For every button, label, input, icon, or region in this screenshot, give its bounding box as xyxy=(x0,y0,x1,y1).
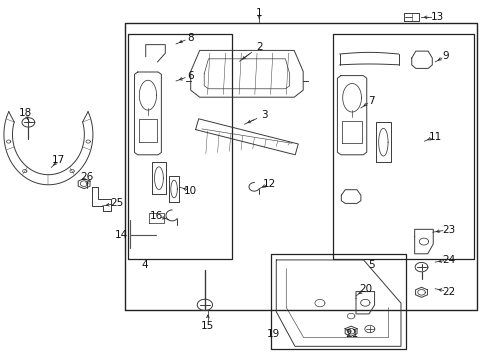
Text: 12: 12 xyxy=(263,179,276,189)
Text: 4: 4 xyxy=(141,260,147,270)
Text: 6: 6 xyxy=(187,71,194,81)
Text: 26: 26 xyxy=(80,172,94,182)
Text: 16: 16 xyxy=(149,211,163,221)
Text: 3: 3 xyxy=(260,110,267,120)
Text: 15: 15 xyxy=(201,321,214,331)
Text: 7: 7 xyxy=(367,96,374,106)
Text: 18: 18 xyxy=(19,108,32,118)
Text: 21: 21 xyxy=(345,329,358,339)
Text: 25: 25 xyxy=(109,198,123,208)
Text: 19: 19 xyxy=(266,329,280,339)
Text: 23: 23 xyxy=(441,225,455,235)
Text: 1: 1 xyxy=(255,8,262,18)
Text: 9: 9 xyxy=(442,51,448,61)
Text: 2: 2 xyxy=(255,42,262,52)
Text: 8: 8 xyxy=(187,33,194,43)
Text: 13: 13 xyxy=(430,12,444,22)
Text: 20: 20 xyxy=(359,284,371,294)
Text: 10: 10 xyxy=(184,186,197,196)
Text: 22: 22 xyxy=(441,287,455,297)
Text: 11: 11 xyxy=(427,132,441,142)
Text: 14: 14 xyxy=(114,230,128,240)
Text: 5: 5 xyxy=(367,260,374,270)
Text: 17: 17 xyxy=(52,155,65,165)
Text: 24: 24 xyxy=(441,255,455,265)
